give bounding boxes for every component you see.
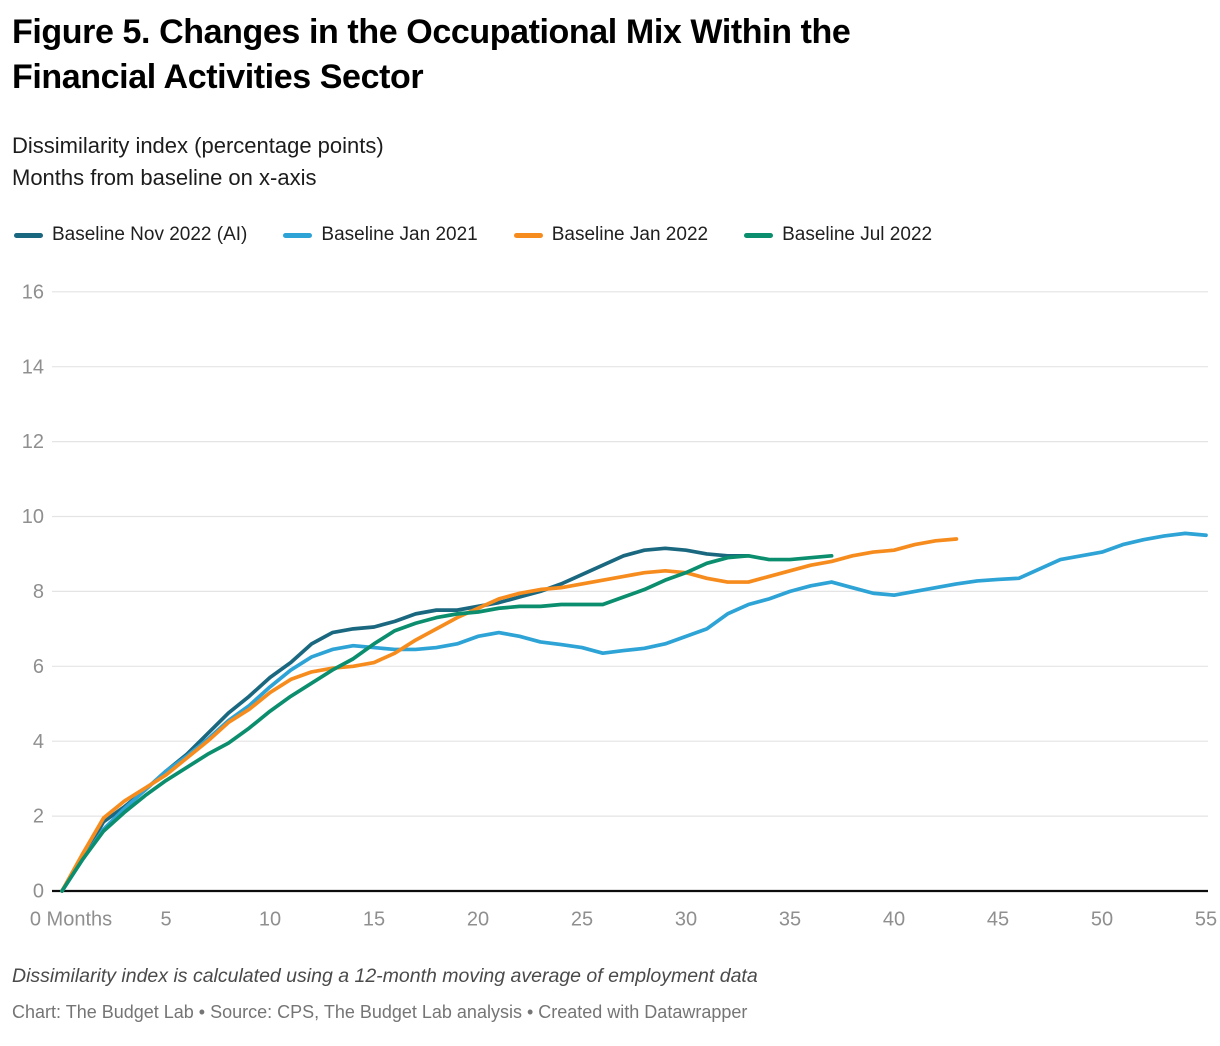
legend-item: Baseline Jan 2022 [513, 224, 709, 246]
x-tick-label: 20 [467, 909, 489, 931]
y-tick-label: 0 [33, 881, 44, 903]
legend-label: Baseline Nov 2022 (AI) [52, 224, 248, 245]
x-tick-label: 0 Months [30, 909, 112, 931]
x-tick-label: 35 [779, 909, 801, 931]
x-tick-label: 5 [160, 909, 171, 931]
chart-subtitle: Dissimilarity index (percentage points) … [12, 130, 1112, 193]
x-tick-label: 50 [1091, 909, 1113, 931]
y-tick-label: 2 [33, 806, 44, 828]
x-tick-label: 15 [363, 909, 385, 931]
x-tick-label: 10 [259, 909, 281, 931]
y-tick-label: 4 [33, 731, 44, 753]
y-tick-label: 12 [22, 431, 44, 453]
chart-title: Figure 5. Changes in the Occupational Mi… [12, 10, 1112, 100]
x-tick-label: 45 [987, 909, 1009, 931]
legend-swatch-icon [283, 232, 313, 238]
chart-legend: Baseline Nov 2022 (AI) Baseline Jan 2021 B… [14, 224, 932, 246]
chart-note: Dissimilarity index is calculated using … [12, 965, 758, 987]
x-tick-label: 30 [675, 909, 697, 931]
y-tick-label: 8 [33, 581, 44, 603]
chart-credit: Chart: The Budget Lab • Source: CPS, The… [12, 1002, 748, 1022]
y-tick-label: 14 [22, 356, 44, 378]
y-tick-label: 16 [22, 281, 44, 303]
line-chart: 0 2 4 6 8 10 12 14 16 0 Months 5 10 15 20 25 30 35 40 45 50… [0, 264, 1220, 954]
legend-label: Baseline Jul 2022 [782, 224, 933, 245]
legend-label: Baseline Jan 2021 [321, 224, 478, 245]
chart-subtitle-line1: Dissimilarity index (percentage points) [12, 133, 384, 158]
legend-swatch-icon [744, 232, 774, 238]
legend-swatch-icon [513, 232, 543, 238]
y-tick-label: 6 [33, 656, 44, 678]
x-tick-label: 40 [883, 909, 905, 931]
y-tick-label: 10 [22, 506, 44, 528]
chart-title-line1: Figure 5. Changes in the Occupational Mi… [12, 13, 851, 51]
line-chart-svg: 0 2 4 6 8 10 12 14 16 0 Months 5 10 15 20 25 30 35 40 45 50… [22, 281, 1217, 931]
series-line [60, 531, 1208, 893]
legend-item: Baseline Jul 2022 [744, 224, 932, 246]
chart-subtitle-line2: Months from baseline on x-axis [12, 164, 317, 190]
legend-label: Baseline Jan 2022 [551, 224, 709, 245]
series-line [60, 553, 834, 893]
series-line [60, 546, 751, 893]
legend-item: Baseline Nov 2022 (AI) [14, 224, 247, 246]
legend-item: Baseline Jan 2021 [283, 224, 478, 246]
x-tick-label: 25 [571, 909, 593, 931]
legend-swatch-icon [14, 232, 43, 238]
chart-title-line2: Financial Activities Sector [12, 57, 424, 96]
series-line [60, 537, 959, 893]
x-tick-label: 55 [1195, 909, 1217, 931]
